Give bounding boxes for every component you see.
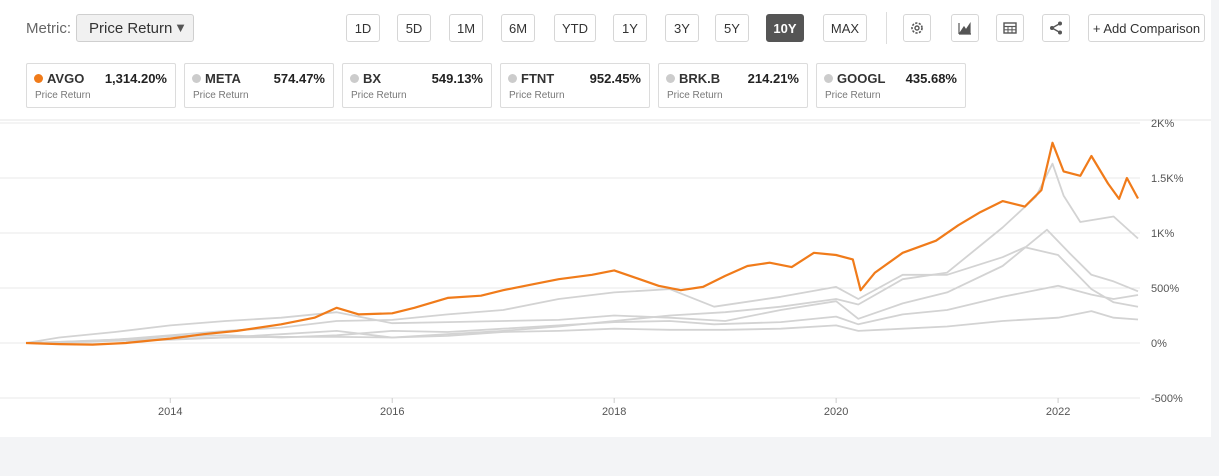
share-button[interactable] (1042, 14, 1070, 42)
series-color-dot (666, 74, 675, 83)
ticker-metric-label: Price Return (667, 90, 723, 101)
ticker-card-googl[interactable]: GOOGL 435.68% Price Return (816, 63, 966, 108)
series-color-dot (508, 74, 517, 83)
range-button-1m[interactable]: 1M (449, 14, 483, 42)
metric-select[interactable]: Price Return ▼ (76, 14, 194, 42)
ticker-symbol: META (205, 71, 241, 86)
series-line-googl[interactable] (25, 284, 1139, 344)
range-button-5y[interactable]: 5Y (715, 14, 749, 42)
ticker-card-bx[interactable]: BX 549.13% Price Return (342, 63, 492, 108)
settings-button[interactable] (903, 14, 931, 42)
ticker-metric-label: Price Return (509, 90, 565, 101)
x-tick-label: 2020 (824, 406, 848, 418)
ticker-return-value: 952.45% (589, 71, 641, 86)
range-button-10y[interactable]: 10Y (766, 14, 804, 42)
range-button-ytd[interactable]: YTD (554, 14, 596, 42)
ticker-return-value: 574.47% (273, 71, 325, 86)
table-icon (1003, 22, 1017, 34)
mountain-chart-icon (958, 22, 971, 35)
range-button-5d[interactable]: 5D (397, 14, 431, 42)
range-button-1y[interactable]: 1Y (613, 14, 647, 42)
y-tick-label: 1.5K% (1151, 173, 1184, 185)
ticker-metric-label: Price Return (351, 90, 407, 101)
series-color-dot (192, 74, 201, 83)
add-comparison-button[interactable]: + Add Comparison (1088, 14, 1205, 42)
table-view-button[interactable] (996, 14, 1024, 42)
series-line-ftnt[interactable] (25, 162, 1139, 344)
share-icon (1050, 21, 1062, 35)
ticker-symbol: FTNT (521, 71, 555, 86)
ticker-card-brk-b[interactable]: BRK.B 214.21% Price Return (658, 63, 808, 108)
metric-select-value: Price Return (89, 19, 173, 37)
x-tick-label: 2016 (380, 406, 404, 418)
gear-icon (911, 22, 923, 34)
series-color-dot (824, 74, 833, 83)
ticker-metric-label: Price Return (35, 90, 91, 101)
series-line-bx[interactable] (25, 228, 1139, 344)
ticker-symbol: BX (363, 71, 382, 86)
ticker-symbol: GOOGL (837, 71, 886, 86)
x-tick-label: 2014 (158, 406, 182, 418)
range-button-1d[interactable]: 1D (346, 14, 380, 42)
ticker-card-meta[interactable]: META 574.47% Price Return (184, 63, 334, 108)
series-line-meta[interactable] (25, 246, 1139, 344)
ticker-metric-label: Price Return (825, 90, 881, 101)
ticker-return-value: 435.68% (905, 71, 957, 86)
y-tick-label: 500% (1151, 283, 1179, 295)
ticker-card-avgo[interactable]: AVGO 1,314.20% Price Return (26, 63, 176, 108)
ticker-metric-label: Price Return (193, 90, 249, 101)
x-tick-label: 2018 (602, 406, 626, 418)
price-return-chart: 2K% 1.5K% 1K% 500% 0% -500% 2014 2016 2018 2020 20… (0, 118, 1211, 418)
y-tick-label: 0% (1151, 338, 1167, 350)
x-tick-label: 2022 (1046, 406, 1070, 418)
y-tick-label: 1K% (1151, 228, 1174, 240)
series-color-dot (34, 74, 43, 83)
ticker-return-value: 214.21% (747, 71, 799, 86)
range-button-6m[interactable]: 6M (501, 14, 535, 42)
series-line-avgo[interactable] (25, 141, 1139, 346)
ticker-symbol: BRK.B (679, 71, 721, 86)
toolbar-divider (886, 12, 887, 44)
chevron-down-icon: ▼ (174, 20, 187, 35)
ticker-symbol: AVGO (47, 71, 85, 86)
ticker-card-ftnt[interactable]: FTNT 952.45% Price Return (500, 63, 650, 108)
ticker-return-value: 1,314.20% (104, 71, 167, 86)
series-line-brk-b[interactable] (25, 310, 1139, 344)
y-tick-label: -500% (1151, 393, 1183, 405)
ticker-return-value: 549.13% (431, 71, 483, 86)
range-button-max[interactable]: MAX (823, 14, 867, 42)
y-tick-label: 2K% (1151, 118, 1174, 130)
metric-label: Metric: (26, 20, 71, 37)
chart-type-button[interactable] (951, 14, 979, 42)
range-button-3y[interactable]: 3Y (665, 14, 699, 42)
series-color-dot (350, 74, 359, 83)
